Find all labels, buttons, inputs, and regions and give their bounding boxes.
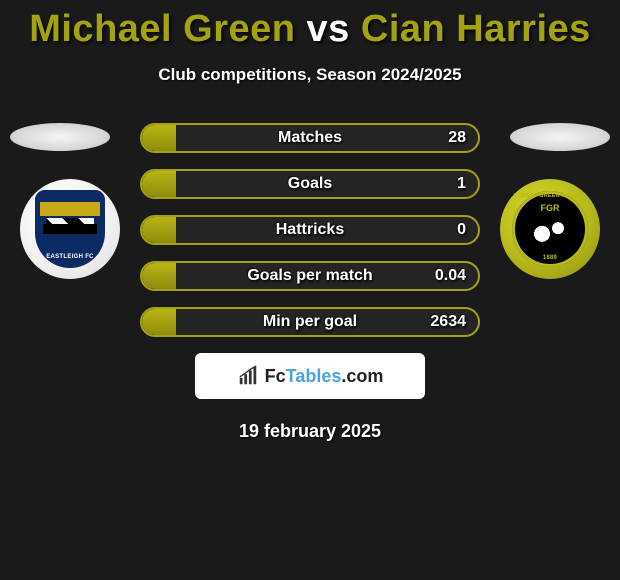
stat-value: 0.04: [435, 267, 466, 285]
stat-value: 28: [448, 129, 466, 147]
stat-label: Goals per match: [142, 267, 478, 285]
comparison-content: FOREST GREEN ROVERS 1889 Matches 28 Goal…: [0, 123, 620, 442]
versus-text: vs: [307, 8, 350, 50]
stat-value: 0: [457, 221, 466, 239]
attribution-badge: FcTables.com: [195, 353, 425, 399]
stat-label: Goals: [142, 175, 478, 193]
club-crest-right: FOREST GREEN ROVERS 1889: [500, 179, 600, 279]
fgr-top-label: FOREST GREEN ROVERS: [514, 193, 586, 199]
country-flag-right: [510, 123, 610, 151]
snapshot-date: 19 february 2025: [0, 421, 620, 442]
attribution-text: FcTables.com: [265, 366, 384, 387]
season-subtitle: Club competitions, Season 2024/2025: [0, 65, 620, 85]
attr-prefix: Fc: [265, 366, 286, 386]
player2-name: Cian Harries: [361, 8, 591, 50]
club-crest-left: [20, 179, 120, 279]
stat-label: Hattricks: [142, 221, 478, 239]
country-flag-left: [10, 123, 110, 151]
stat-value: 1: [457, 175, 466, 193]
stat-value: 2634: [430, 313, 466, 331]
stat-label: Matches: [142, 129, 478, 147]
stat-bar-hattricks: Hattricks 0: [140, 215, 480, 245]
attr-suffix: .com: [341, 366, 383, 386]
stat-bar-goals-per-match: Goals per match 0.04: [140, 261, 480, 291]
attr-accent: Tables: [286, 366, 342, 386]
stat-bar-matches: Matches 28: [140, 123, 480, 153]
stat-label: Min per goal: [142, 313, 478, 331]
comparison-title: Michael Green vs Cian Harries: [0, 0, 620, 51]
bar-chart-icon: [237, 365, 259, 387]
forest-green-badge-icon: FOREST GREEN ROVERS 1889: [512, 191, 588, 267]
eastleigh-badge-icon: [35, 190, 105, 268]
stat-bar-goals: Goals 1: [140, 169, 480, 199]
player1-name: Michael Green: [29, 8, 295, 50]
fgr-bottom-label: 1889: [543, 255, 557, 261]
stat-bars: Matches 28 Goals 1 Hattricks 0 Goals per…: [140, 123, 480, 337]
stat-bar-min-per-goal: Min per goal 2634: [140, 307, 480, 337]
